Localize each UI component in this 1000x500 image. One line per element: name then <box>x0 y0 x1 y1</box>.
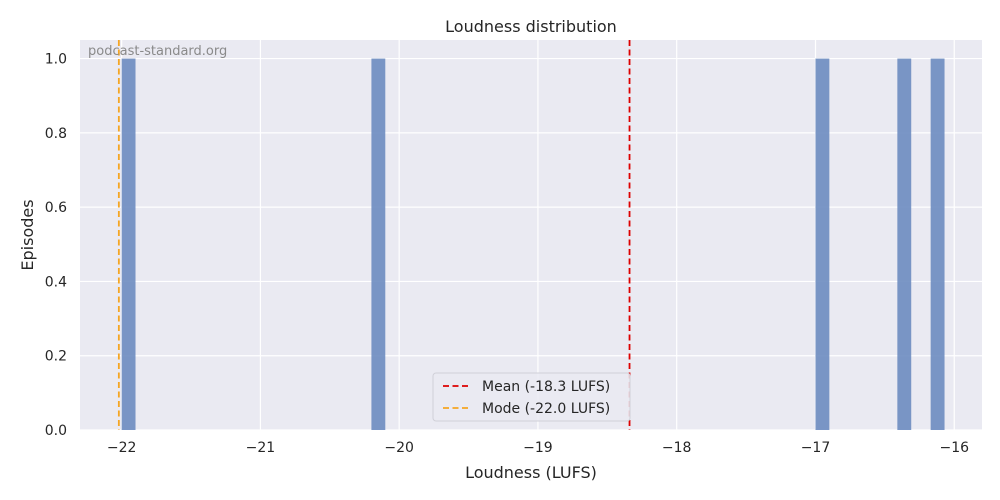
y-tick-label: 0.4 <box>45 274 67 290</box>
watermark-text: podcast-standard.org <box>88 44 227 59</box>
x-tick-label: −21 <box>246 440 276 456</box>
y-axis-label: Episodes <box>18 199 37 270</box>
y-tick-label: 0.2 <box>45 349 67 365</box>
axis-ticks: −22 −21 −20 −19 −18 −17 −16 0.0 0.2 0.4 0.6 0.8 1.0 <box>45 52 969 456</box>
x-tick-label: −20 <box>384 440 414 456</box>
y-tick-label: 0.6 <box>45 200 67 216</box>
legend: Mean (-18.3 LUFS) Mode (-22.0 LUFS) <box>432 372 631 422</box>
plot-area <box>80 40 982 430</box>
histogram-bar <box>371 58 386 430</box>
reference-lines <box>117 40 631 430</box>
x-tick-label: −22 <box>107 440 137 456</box>
y-tick-label: 0.8 <box>45 126 67 142</box>
histogram-bars <box>121 58 945 430</box>
histogram-bar <box>121 58 136 430</box>
x-tick-label: −18 <box>662 440 692 456</box>
chart-title: Loudness distribution <box>445 17 617 36</box>
legend-box <box>432 372 631 422</box>
y-tick-label: 0.0 <box>45 423 67 439</box>
legend-mode-label: Mode (-22.0 LUFS) <box>482 401 610 417</box>
histogram-bar <box>897 58 912 430</box>
histogram-bar <box>930 58 945 430</box>
x-tick-label: −19 <box>523 440 553 456</box>
y-tick-label: 1.0 <box>45 52 67 68</box>
histogram-bar <box>815 58 830 430</box>
x-axis-label: Loudness (LUFS) <box>465 463 597 482</box>
x-tick-label: −17 <box>801 440 831 456</box>
x-tick-label: −16 <box>939 440 969 456</box>
legend-mean-label: Mean (-18.3 LUFS) <box>482 379 610 395</box>
